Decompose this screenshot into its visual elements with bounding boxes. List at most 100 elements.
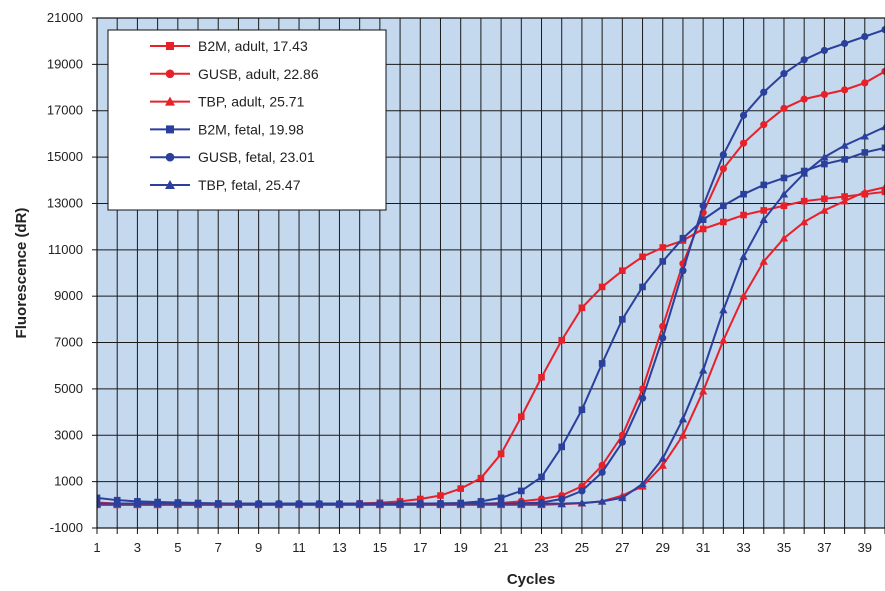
data-point: [699, 387, 708, 395]
x-tick-label: 19: [453, 540, 467, 555]
data-point: [598, 461, 606, 470]
data-point: [719, 305, 728, 314]
data-point: [840, 86, 849, 94]
data-point: [578, 487, 586, 495]
legend-item: B2M, fetal, 19.98: [150, 121, 304, 137]
data-point: [820, 206, 829, 214]
data-point: [820, 46, 828, 55]
series-6: [97, 122, 885, 507]
plot-frame: [96, 17, 885, 529]
data-point: [618, 493, 627, 502]
data-point: [760, 181, 768, 189]
data-point: [274, 499, 283, 507]
data-point: [841, 156, 848, 163]
data-point: [881, 25, 885, 34]
legend-item: TBP, adult, 25.71: [150, 94, 305, 110]
data-point: [659, 334, 667, 342]
x-tick-label: 31: [696, 540, 710, 555]
data-point: [881, 144, 885, 152]
data-point: [840, 141, 849, 149]
data-point: [881, 67, 885, 75]
x-tick-label: 9: [255, 540, 262, 555]
legend-swatch-marker: [166, 42, 174, 50]
data-point: [860, 187, 869, 196]
data-point: [740, 211, 747, 219]
data-point: [639, 283, 646, 291]
series-line: [97, 126, 885, 505]
data-point: [193, 499, 203, 507]
data-point: [678, 431, 688, 439]
data-point: [780, 70, 788, 78]
x-tick-label: 15: [373, 540, 387, 555]
x-tick-label: 25: [575, 540, 589, 555]
data-point: [638, 394, 647, 402]
data-point: [841, 193, 848, 200]
data-point: [537, 499, 546, 507]
data-point: [153, 499, 162, 507]
data-point: [800, 217, 809, 226]
x-tick-label: 1: [93, 540, 100, 555]
data-point: [578, 406, 586, 414]
data-point: [234, 499, 243, 507]
data-point: [437, 492, 444, 499]
data-point: [881, 188, 885, 196]
data-point: [598, 360, 606, 367]
data-point: [739, 292, 748, 300]
y-tick-label: 19000: [47, 56, 83, 71]
data-point: [416, 499, 425, 507]
data-point: [416, 495, 424, 503]
data-point: [335, 499, 344, 507]
data-point: [638, 479, 647, 488]
data-point: [800, 197, 808, 205]
data-point: [538, 473, 545, 481]
x-tick-label: 27: [615, 540, 629, 555]
x-tick-label: 23: [534, 540, 548, 555]
y-axis-ticks: -1000 1000 3000 5000 7000 9000 11000 13000 15000…: [47, 10, 97, 535]
data-point: [113, 499, 122, 507]
data-point: [720, 202, 727, 210]
legend-swatch-marker: [165, 69, 175, 79]
data-point: [518, 413, 525, 421]
data-point: [719, 165, 727, 173]
data-point: [760, 88, 768, 96]
data-point: [800, 169, 809, 177]
y-axis-title: Fluorescence (dR): [13, 208, 30, 339]
x-tick-label: 21: [494, 540, 508, 555]
data-point: [517, 499, 526, 507]
data-point: [355, 499, 364, 507]
x-tick-label: 33: [736, 540, 750, 555]
x-tick-label: 29: [656, 540, 670, 555]
legend-item: GUSB, fetal, 23.01: [150, 149, 315, 165]
data-point: [558, 495, 566, 503]
legend-box: [107, 29, 387, 211]
x-tick-label: 5: [174, 540, 181, 555]
data-point: [880, 183, 885, 191]
data-point: [476, 499, 486, 507]
data-point: [395, 499, 405, 507]
data-point: [618, 438, 626, 446]
data-point: [658, 461, 667, 469]
data-point: [518, 487, 525, 495]
y-tick-label: 1000: [54, 474, 83, 489]
data-point: [760, 121, 768, 129]
legend-item: GUSB, adult, 22.86: [150, 66, 319, 82]
series-layer: [97, 25, 885, 509]
data-point: [861, 79, 869, 87]
x-tick-label: 13: [332, 540, 346, 555]
legend-swatch-marker: [166, 125, 174, 134]
y-tick-label: 7000: [54, 335, 83, 350]
x-axis-ticks: 1 3 5 7 9 11 13 15 17 19 21 23 25 27 29 31 33 35 37 39: [93, 528, 885, 555]
data-point: [294, 499, 304, 507]
data-point: [598, 283, 606, 291]
y-tick-label: 21000: [47, 10, 83, 25]
data-point: [619, 267, 626, 274]
data-point: [861, 149, 869, 156]
x-tick-label: 17: [413, 540, 427, 555]
data-point: [821, 160, 828, 168]
data-point: [558, 336, 566, 344]
data-point: [719, 336, 728, 344]
data-point: [760, 207, 768, 214]
data-point: [699, 202, 707, 210]
data-point: [679, 267, 687, 275]
data-point: [720, 218, 727, 226]
